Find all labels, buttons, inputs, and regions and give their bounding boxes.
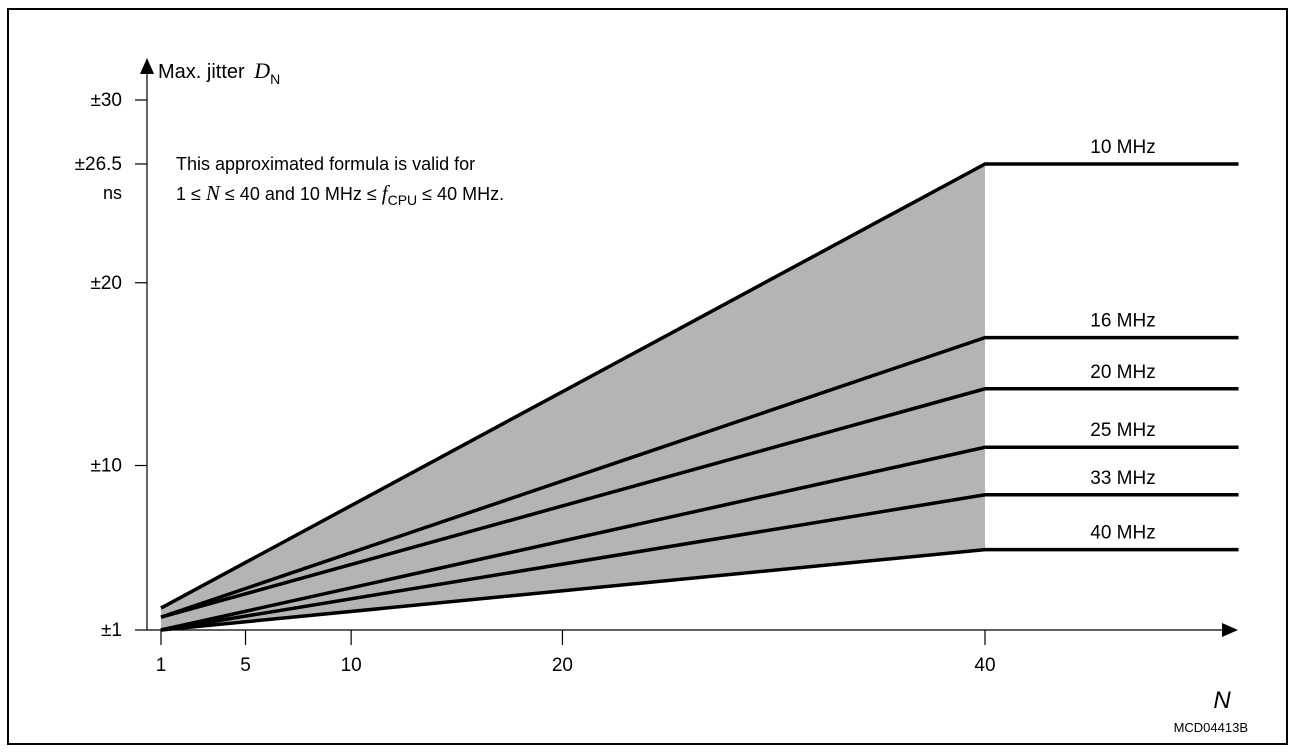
series-line-25-mhz [160,445,1239,632]
series-line-20-mhz [160,387,1239,619]
series-label-20-mhz: 20 MHz [1090,362,1155,383]
y-axis-title: Max. jitter DN [158,58,280,87]
series-line-10-mhz [160,162,1239,610]
series-label-40-mhz: 40 MHz [1090,523,1155,544]
x-tick-label: 1 [156,655,167,676]
annotation-line-1: This approximated formula is valid for [176,154,475,174]
labels: 10 MHz 16 MHz 20 MHz 25 MHz 33 MHz 40 MHz 1 5 10… [75,90,1156,676]
y-unit-label: ns [103,183,122,203]
x-tick-label: 5 [240,655,251,676]
series-label-25-mhz: 25 MHz [1090,420,1155,441]
series-layer [160,162,1239,632]
y-tick-label: ±30 [90,90,122,111]
series-line-16-mhz [160,335,1239,619]
shaded-region [161,163,985,630]
series-label-16-mhz: 16 MHz [1090,311,1155,332]
y-axis-arrow [140,58,154,74]
series-label-33-mhz: 33 MHz [1090,468,1155,489]
x-tick-label: 10 [341,655,362,676]
y-tick-label: ±26.5 [75,154,122,175]
axes [135,58,1238,645]
x-tick-label: 20 [552,655,573,676]
y-tick-label: ±20 [90,273,122,294]
y-tick-label: ±10 [90,456,122,477]
figure-code: MCD04413B [1174,720,1248,735]
x-axis-arrow [1222,623,1238,637]
y-tick-label: ±1 [101,620,122,641]
series-line-33-mhz [160,493,1239,632]
x-axis-title: N [1213,687,1231,714]
series-label-10-mhz: 10 MHz [1090,137,1155,158]
series-line-40-mhz [160,547,1239,632]
x-tick-label: 40 [974,655,995,676]
annotation-line-2: 1 ≤ N ≤ 40 and 10 MHz ≤ fCPU ≤ 40 MHz. [176,181,504,208]
